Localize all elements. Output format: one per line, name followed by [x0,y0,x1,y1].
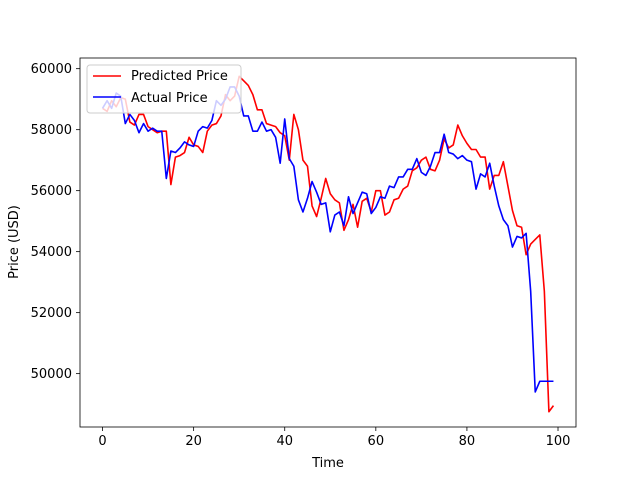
legend-label-predicted: Predicted Price [131,69,228,84]
legend-box [86,64,242,114]
x-tick-label: 40 [276,434,293,449]
y-tick-label: 58000 [31,123,72,138]
y-tick-label: 56000 [31,184,72,199]
x-tick-label: 20 [185,434,202,449]
series-layer [101,75,555,413]
series-line-actual [101,86,554,393]
series-line-predicted [102,75,555,413]
x-tick-label: 60 [368,434,385,449]
x-tick-label: 100 [546,434,571,449]
x-axis-label: Time [311,456,344,471]
y-tick-label: 54000 [31,245,72,260]
y-tick-label: 60000 [31,62,72,77]
plot-area [80,58,576,427]
plot-frame [79,57,577,428]
axes-layer: 0 20 40 60 80 100 50000 52000 54000 56000 58000 600… [31,57,577,449]
y-tick-label: 52000 [31,306,72,321]
y-tick-label: 50000 [31,367,72,382]
y-axis-label: Price (USD) [7,205,22,279]
legend: Predicted Price Actual Price [86,64,242,114]
x-tick-label: 0 [98,434,106,449]
legend-label-actual: Actual Price [131,91,208,106]
x-tick-label: 80 [459,434,476,449]
